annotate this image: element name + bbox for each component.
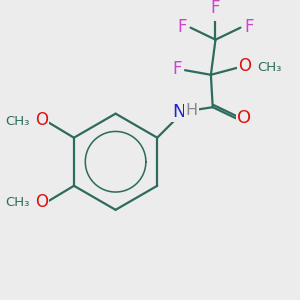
Text: CH₃: CH₃ <box>5 115 30 128</box>
Text: CH₃: CH₃ <box>5 196 30 209</box>
Text: F: F <box>211 0 220 17</box>
Text: O: O <box>35 111 48 129</box>
Text: N: N <box>173 103 186 121</box>
Text: CH₃: CH₃ <box>257 61 281 74</box>
Text: O: O <box>237 109 251 127</box>
Text: F: F <box>178 18 187 36</box>
Text: O: O <box>35 194 48 211</box>
Text: F: F <box>244 18 254 36</box>
Text: O: O <box>238 58 252 76</box>
Text: H: H <box>185 103 197 118</box>
Text: F: F <box>172 60 182 78</box>
